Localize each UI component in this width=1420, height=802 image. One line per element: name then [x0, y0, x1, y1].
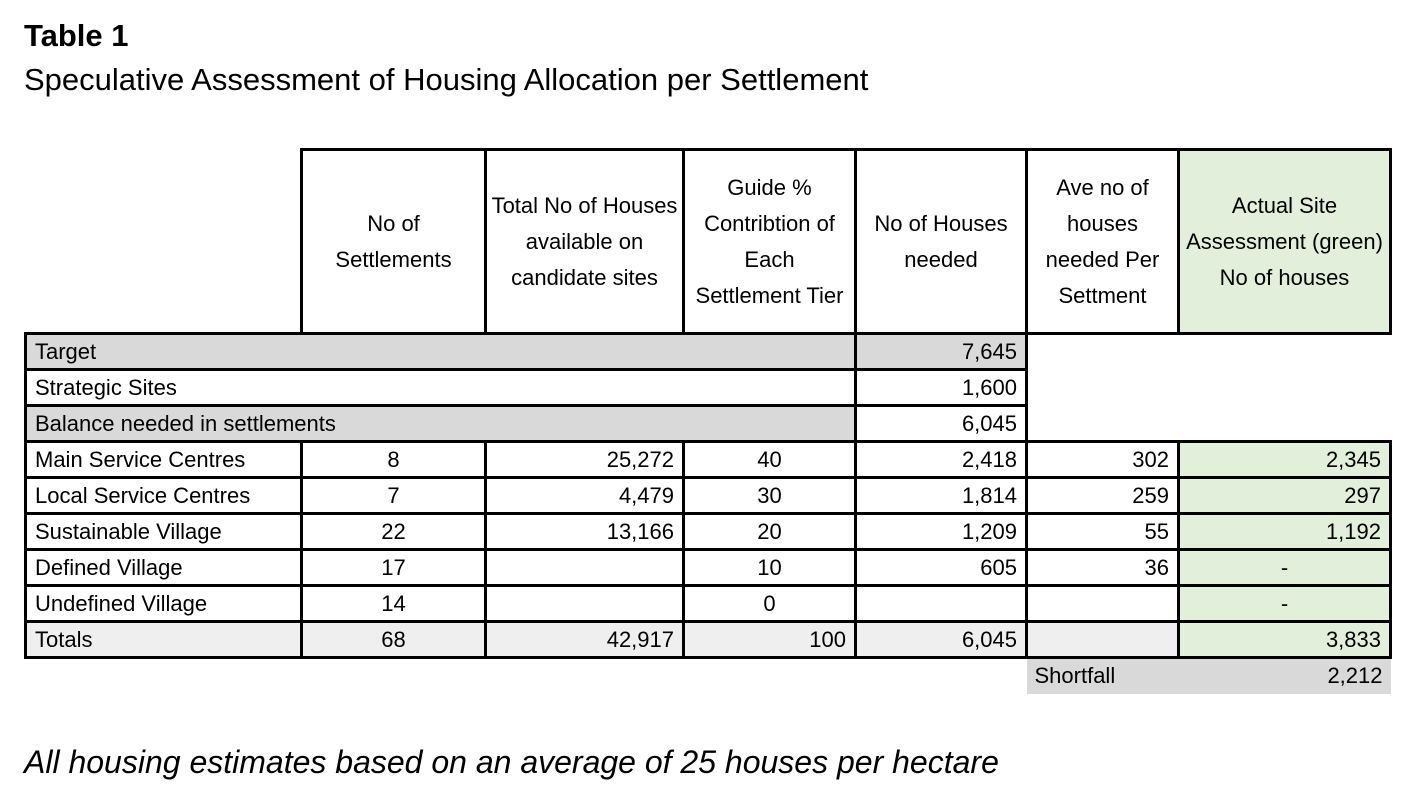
totals-ave-needed [1025, 620, 1180, 659]
header-row: No of Settlements Total No of Houses ava… [26, 148, 1392, 335]
table-title: Table 1 [24, 18, 129, 53]
summary-label: Target [24, 332, 857, 371]
cell-ave-needed: 36 [1025, 548, 1180, 587]
row-label: Undefined Village [24, 584, 303, 623]
header-corner [26, 150, 302, 334]
table-subtitle: Speculative Assessment of Housing Alloca… [24, 62, 869, 97]
totals-actual: 3,833 [1177, 620, 1392, 659]
summary-value: 6,045 [854, 404, 1028, 443]
totals-houses-needed: 6,045 [854, 620, 1028, 659]
cell-settlements: 7 [300, 476, 487, 515]
table-row: Local Service Centres 7 4,479 30 1,814 2… [24, 476, 1392, 515]
summary-label: Balance needed in settlements [24, 404, 857, 443]
cell-settlements: 17 [300, 548, 487, 587]
summary-value: 7,645 [854, 332, 1028, 371]
summary-row-balance: Balance needed in settlements 6,045 [24, 404, 1391, 443]
totals-settlements: 68 [300, 620, 487, 659]
cell-actual: 1,192 [1177, 512, 1392, 551]
cell-guide-percent: 10 [682, 548, 857, 587]
cell-settlements: 8 [300, 440, 487, 479]
totals-label: Totals [24, 620, 303, 659]
cell-houses-available [484, 584, 685, 623]
cell-houses-available [484, 548, 685, 587]
header-actual-assessment: Actual Site Assessment (green) No of hou… [1177, 148, 1392, 335]
cell-actual: - [1177, 584, 1392, 623]
cell-guide-percent: 30 [682, 476, 857, 515]
row-label: Sustainable Village [24, 512, 303, 551]
header-settlements: No of Settlements [300, 148, 487, 335]
row-label: Defined Village [24, 548, 303, 587]
summary-value: 1,600 [854, 368, 1028, 407]
cell-settlements: 22 [300, 512, 487, 551]
cell-houses-available: 4,479 [484, 476, 685, 515]
totals-houses-available: 42,917 [484, 620, 685, 659]
cell-houses-available: 13,166 [484, 512, 685, 551]
header-houses-needed: No of Houses needed [854, 148, 1028, 335]
table-row: Defined Village 17 10 605 36 - [24, 548, 1392, 587]
totals-guide-percent: 100 [682, 620, 857, 659]
row-label: Main Service Centres [24, 440, 303, 479]
cell-ave-needed: 55 [1025, 512, 1180, 551]
cell-guide-percent: 20 [682, 512, 857, 551]
header-guide-percent: Guide % Contribtion of Each Settlement T… [682, 148, 857, 335]
cell-houses-needed: 605 [854, 548, 1028, 587]
shortfall-row: Shortfall 2,212 [26, 657, 1391, 694]
cell-actual: 297 [1177, 476, 1392, 515]
shortfall-label: Shortfall [1026, 657, 1179, 694]
row-label: Local Service Centres [24, 476, 303, 515]
table-row: Undefined Village 14 0 - [24, 584, 1392, 623]
cell-houses-needed: 1,209 [854, 512, 1028, 551]
shortfall-value: 2,212 [1178, 657, 1391, 694]
summary-label: Strategic Sites [24, 368, 857, 407]
cell-guide-percent: 40 [682, 440, 857, 479]
cell-settlements: 14 [300, 584, 487, 623]
totals-row: Totals 68 42,917 100 6,045 3,833 [24, 620, 1392, 659]
table-row: Main Service Centres 8 25,272 40 2,418 3… [24, 440, 1392, 479]
cell-ave-needed: 302 [1025, 440, 1180, 479]
cell-houses-needed: 1,814 [854, 476, 1028, 515]
cell-houses-needed [854, 584, 1028, 623]
header-houses-available: Total No of Houses available on candidat… [484, 148, 685, 335]
cell-houses-available: 25,272 [484, 440, 685, 479]
summary-row-strategic-sites: Strategic Sites 1,600 [24, 368, 1391, 407]
cell-actual: - [1177, 548, 1392, 587]
cell-actual: 2,345 [1177, 440, 1392, 479]
table-row: Sustainable Village 22 13,166 20 1,209 5… [24, 512, 1392, 551]
header-ave-needed: Ave no of houses needed Per Settment [1025, 148, 1180, 335]
summary-row-target: Target 7,645 [24, 332, 1391, 371]
housing-allocation-table: No of Settlements Total No of Houses ava… [24, 148, 1392, 694]
cell-ave-needed: 259 [1025, 476, 1180, 515]
cell-ave-needed [1025, 584, 1180, 623]
cell-houses-needed: 2,418 [854, 440, 1028, 479]
footnote: All housing estimates based on an averag… [24, 744, 999, 780]
cell-guide-percent: 0 [682, 584, 857, 623]
